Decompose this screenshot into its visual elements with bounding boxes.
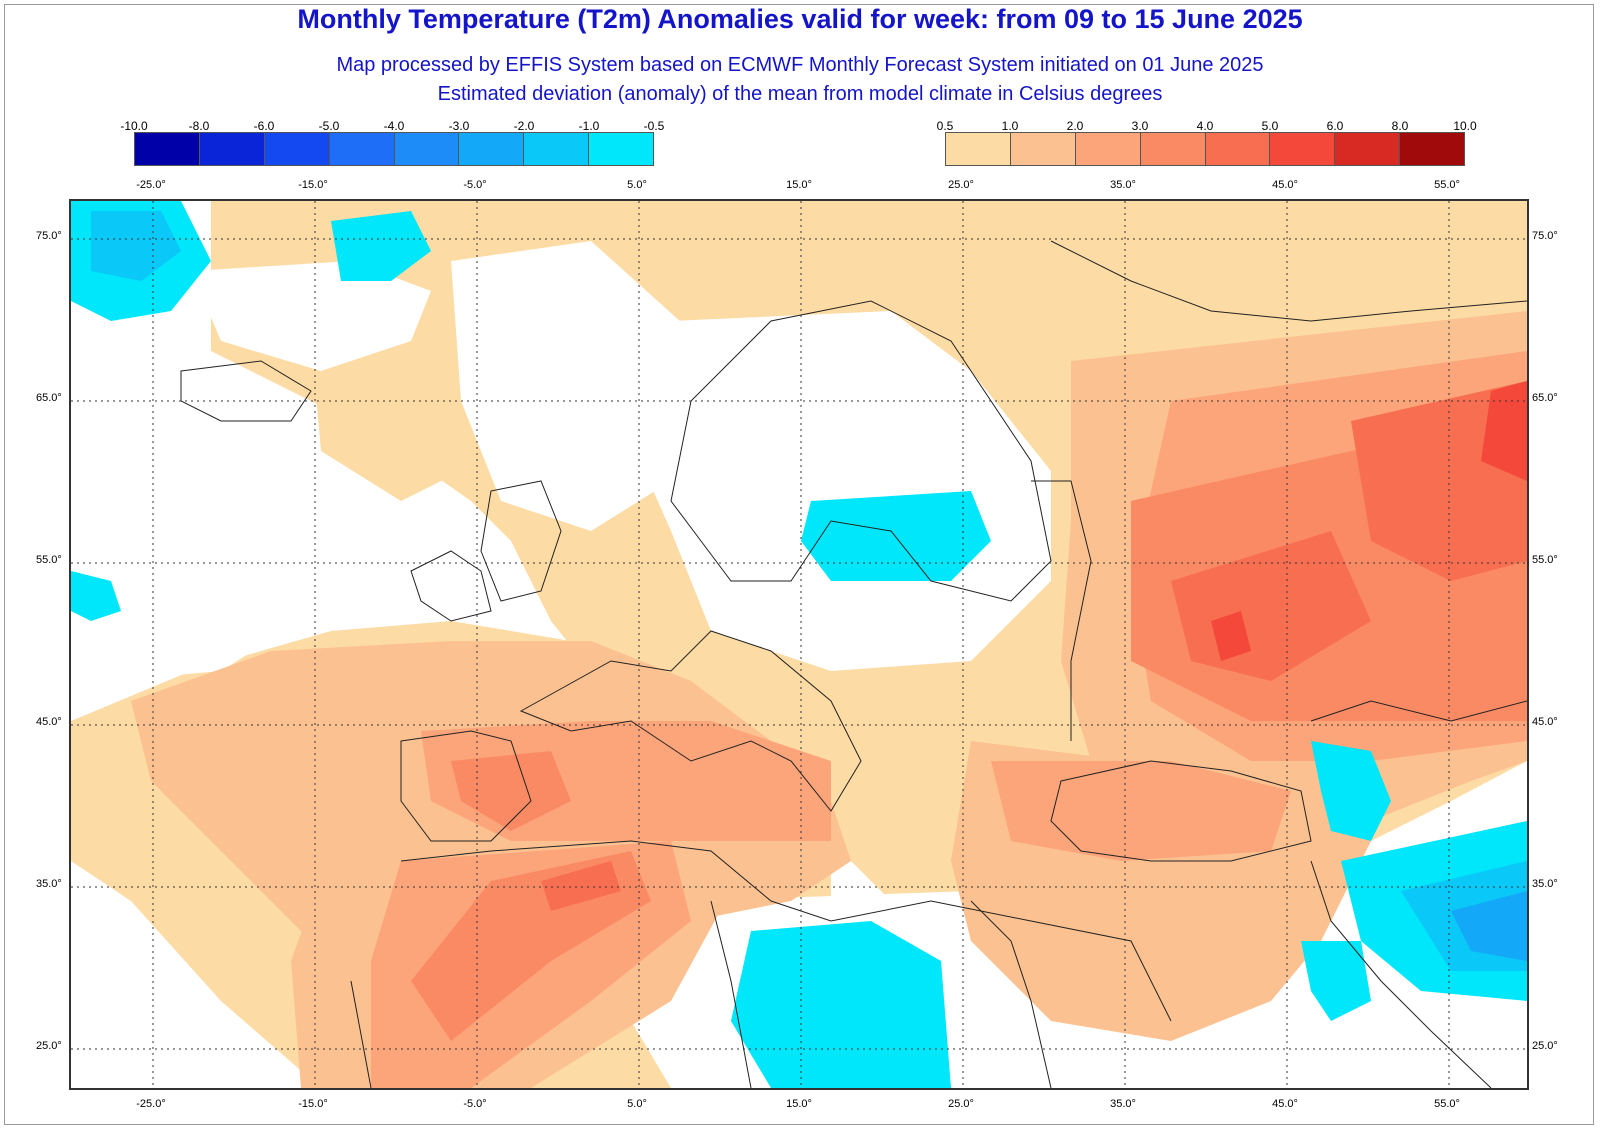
latitude-label: 45.0° [36, 716, 62, 728]
legend_warm-label-7: 8.0 [1391, 119, 1409, 133]
latitude-label: 55.0° [1532, 554, 1558, 566]
legend-warm-colorbar [945, 132, 1465, 166]
legend_warm-label-5: 5.0 [1261, 119, 1279, 133]
latitude-label: 75.0° [1532, 230, 1558, 242]
latitude-label: 35.0° [36, 878, 62, 890]
legend_cold-swatch-3 [329, 133, 395, 165]
legend_warm-swatch-0 [946, 133, 1011, 165]
legend_warm-label-2: 2.0 [1066, 119, 1084, 133]
country-borders [180, 240, 1527, 1088]
longitude-label: 25.0° [948, 179, 974, 191]
longitude-label: 15.0° [786, 179, 812, 191]
legend_warm-label-1: 1.0 [1001, 119, 1019, 133]
latitude-label: 25.0° [1532, 1040, 1558, 1052]
legend_cold-swatch-4 [394, 133, 460, 165]
cold-area-norwegian-sea [331, 211, 431, 281]
latitude-label: 55.0° [36, 554, 62, 566]
longitude-label: -25.0° [136, 179, 166, 191]
latitude-label: 75.0° [36, 230, 62, 242]
legend_cold-swatch-5 [459, 133, 525, 165]
anomaly-field-layers [71, 201, 1527, 1088]
legend_warm-swatch-6 [1335, 133, 1401, 165]
map-title: Monthly Temperature (T2m) Anomalies vali… [297, 4, 1303, 34]
longitude-label: 15.0° [786, 1098, 812, 1110]
legend_warm-swatch-7 [1400, 133, 1464, 165]
legend_warm-label-6: 6.0 [1326, 119, 1344, 133]
legend_warm-swatch-2 [1075, 133, 1141, 165]
cold-area-caspian [1311, 741, 1391, 841]
legend_cold-swatch-0 [135, 133, 200, 165]
latitude-label: 45.0° [1532, 716, 1558, 728]
cold-area-atlantic [71, 571, 121, 621]
longitude-label: 35.0° [1110, 1098, 1136, 1110]
legend_cold-swatch-6 [524, 133, 590, 165]
anomaly-area-3-iberia [451, 751, 571, 831]
no-anomaly-atlantic-west [71, 491, 301, 681]
latitude-label: 25.0° [36, 1040, 62, 1052]
anomaly-area-4 [1351, 381, 1527, 581]
legend_warm-label-4: 4.0 [1196, 119, 1214, 133]
no-anomaly-north-sea [451, 241, 691, 531]
longitude-label: -15.0° [298, 179, 328, 191]
cold-area-red-sea [1301, 941, 1371, 1021]
legend_cold-label-4: -4.0 [383, 119, 405, 133]
no-anomaly-arctic [191, 261, 431, 371]
map-frame [4, 4, 1594, 1125]
legend_cold-label-1: -8.0 [188, 119, 210, 133]
anomaly-map [69, 199, 1529, 1090]
anomaly-area-5-russia [1211, 611, 1251, 661]
legend_cold-label-8: -0.5 [643, 119, 665, 133]
legend_warm-swatch-5 [1270, 133, 1336, 165]
cold-area-baltic [801, 491, 991, 581]
legend_cold-label-5: -3.0 [448, 119, 470, 133]
legend_cold-label-3: -5.0 [318, 119, 340, 133]
longitude-label: -15.0° [298, 1098, 328, 1110]
anomaly-area-5 [1481, 381, 1527, 481]
cold-area-libya-egypt [731, 921, 951, 1088]
cold-area-greenland-inner [91, 211, 181, 281]
legend_cold-label-6: -2.0 [513, 119, 535, 133]
longitude-label: 55.0° [1434, 1098, 1460, 1110]
legend_warm-label-0: 0.5 [936, 119, 954, 133]
legend_warm-swatch-4 [1205, 133, 1271, 165]
longitude-label: 55.0° [1434, 179, 1460, 191]
map-subtitle-source: Map processed by EFFIS System based on E… [336, 54, 1264, 76]
legend_cold-label-2: -6.0 [253, 119, 275, 133]
legend_warm-swatch-3 [1140, 133, 1206, 165]
longitude-label: -5.0° [463, 1098, 487, 1110]
legend_cold-swatch-7 [589, 133, 653, 165]
legend_warm-label-8: 10.0 [1453, 119, 1477, 133]
longitude-label: 35.0° [1110, 179, 1136, 191]
longitude-label: 25.0° [948, 1098, 974, 1110]
cold-area-arabia-core [1451, 891, 1527, 961]
longitude-label: 45.0° [1272, 1098, 1298, 1110]
anomaly-area-4-atlas [541, 861, 621, 911]
longitude-label: 5.0° [627, 1098, 647, 1110]
latitude-label: 65.0° [36, 392, 62, 404]
longitude-label: -5.0° [463, 179, 487, 191]
longitude-label: 45.0° [1272, 179, 1298, 191]
map-subtitle-units: Estimated deviation (anomaly) of the mea… [437, 83, 1163, 105]
legend_cold-swatch-2 [264, 133, 330, 165]
longitude-label: 5.0° [627, 179, 647, 191]
legend_warm-label-3: 3.0 [1131, 119, 1149, 133]
graticule [71, 201, 1527, 1088]
legend_warm-swatch-1 [1010, 133, 1076, 165]
legend-cold-colorbar [134, 132, 654, 166]
longitude-label: -25.0° [136, 1098, 166, 1110]
latitude-label: 65.0° [1532, 392, 1558, 404]
legend_cold-label-7: -1.0 [578, 119, 600, 133]
legend_cold-label-0: -10.0 [120, 119, 148, 133]
latitude-label: 35.0° [1532, 878, 1558, 890]
legend_cold-swatch-1 [199, 133, 265, 165]
